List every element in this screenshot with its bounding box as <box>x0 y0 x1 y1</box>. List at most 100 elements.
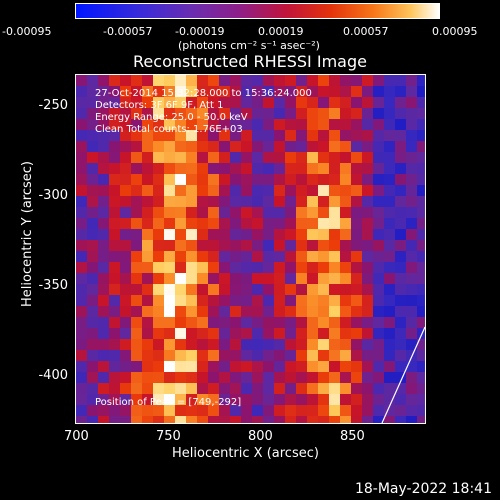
heatmap-cell <box>274 185 285 196</box>
heatmap-cell <box>318 240 329 251</box>
heatmap-cell <box>329 273 340 284</box>
heatmap-cell <box>406 405 417 416</box>
heatmap-cell <box>406 75 417 86</box>
heatmap-cell <box>329 185 340 196</box>
heatmap-cell <box>417 207 425 218</box>
heatmap-cell <box>230 295 241 306</box>
heatmap-cell <box>318 229 329 240</box>
heatmap-cell <box>186 328 197 339</box>
heatmap-cell <box>406 295 417 306</box>
heatmap-cell <box>285 372 296 383</box>
heatmap-cell <box>219 75 230 86</box>
heatmap-cell <box>175 75 186 86</box>
heatmap-cell <box>76 317 87 328</box>
heatmap-cell <box>406 207 417 218</box>
heatmap-cell <box>164 361 175 372</box>
heatmap-cell <box>241 339 252 350</box>
heatmap-cell <box>307 218 318 229</box>
heatmap-cell <box>307 75 318 86</box>
heatmap-cell <box>252 108 263 119</box>
heatmap-cell <box>109 229 120 240</box>
heatmap-cell <box>120 339 131 350</box>
heatmap-cell <box>76 383 87 394</box>
heatmap-cell <box>318 152 329 163</box>
heatmap-cell <box>197 339 208 350</box>
heatmap-cell <box>263 119 274 130</box>
heatmap-cell <box>219 196 230 207</box>
heatmap-cell <box>263 372 274 383</box>
heatmap-cell <box>395 262 406 273</box>
heatmap-cell <box>285 163 296 174</box>
heatmap-cell <box>76 361 87 372</box>
heatmap-cell <box>384 295 395 306</box>
heatmap-cell <box>186 185 197 196</box>
heatmap-cell <box>120 240 131 251</box>
heatmap-cell <box>296 218 307 229</box>
heatmap-cell <box>351 350 362 361</box>
heatmap-cell <box>252 317 263 328</box>
heatmap-cell <box>274 350 285 361</box>
heatmap-cell <box>395 119 406 130</box>
heatmap-cell <box>219 174 230 185</box>
heatmap-cell <box>153 141 164 152</box>
heatmap-cell <box>406 119 417 130</box>
heatmap-cell <box>351 108 362 119</box>
heatmap-cell <box>373 108 384 119</box>
heatmap-cell <box>153 372 164 383</box>
heatmap-cell <box>296 372 307 383</box>
heatmap-cell <box>296 295 307 306</box>
heatmap-cell <box>285 130 296 141</box>
heatmap-cell <box>340 317 351 328</box>
heatmap-cell <box>362 218 373 229</box>
heatmap-cell <box>142 306 153 317</box>
heatmap-cell <box>373 75 384 86</box>
heatmap-cell <box>307 416 318 423</box>
heatmap-cell <box>362 240 373 251</box>
heatmap-cell <box>109 317 120 328</box>
heatmap-cell <box>417 229 425 240</box>
x-axis-label: Heliocentric X (arcsec) <box>172 447 319 461</box>
heatmap-cell <box>417 130 425 141</box>
heatmap-cell <box>219 372 230 383</box>
heatmap-cell <box>208 152 219 163</box>
heatmap-cell <box>307 317 318 328</box>
heatmap-cell <box>384 361 395 372</box>
heatmap-cell <box>362 416 373 423</box>
heatmap-cell <box>296 317 307 328</box>
heatmap-cell <box>164 75 175 86</box>
heatmap-cell <box>76 416 87 423</box>
heatmap-cell <box>230 75 241 86</box>
heatmap-cell <box>307 185 318 196</box>
heatmap-cell <box>208 306 219 317</box>
colorbar-unit-label: (photons cm⁻² s⁻¹ asec⁻²) <box>178 40 320 52</box>
heatmap-cell <box>351 273 362 284</box>
heatmap-cell <box>296 339 307 350</box>
heatmap-cell <box>120 350 131 361</box>
heatmap-cell <box>307 152 318 163</box>
heatmap-cell <box>307 295 318 306</box>
heatmap-cell <box>417 383 425 394</box>
heatmap-cell <box>98 295 109 306</box>
heatmap-cell <box>131 372 142 383</box>
heatmap-cell <box>351 383 362 394</box>
heatmap-cell <box>186 361 197 372</box>
heatmap-cell <box>329 306 340 317</box>
heatmap-cell <box>175 196 186 207</box>
heatmap-cell <box>87 75 98 86</box>
heatmap-cell <box>274 295 285 306</box>
heatmap-cell <box>186 240 197 251</box>
heatmap-cell <box>252 295 263 306</box>
heatmap-cell <box>142 218 153 229</box>
heatmap-cell <box>362 262 373 273</box>
heatmap-cell <box>76 75 87 86</box>
heatmap-cell <box>373 306 384 317</box>
heatmap-cell <box>219 383 230 394</box>
heatmap-cell <box>120 218 131 229</box>
heatmap-cell <box>362 328 373 339</box>
heatmap-cell <box>417 141 425 152</box>
heatmap-cell <box>76 284 87 295</box>
heatmap-cell <box>263 262 274 273</box>
heatmap-cell <box>340 394 351 405</box>
heatmap-cell <box>351 284 362 295</box>
heatmap-cell <box>98 361 109 372</box>
